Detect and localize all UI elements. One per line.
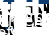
- Text: Theology: Theology: [15, 21, 49, 35]
- Bar: [31, 24, 40, 29]
- Bar: [29, 11, 31, 20]
- Text: Central Stairs
Levels 2-11: Central Stairs Levels 2-11: [0, 10, 49, 35]
- Bar: [31, 10, 40, 20]
- Text: Central
Lifts: Central Lifts: [0, 0, 49, 35]
- Bar: [31, 20, 37, 24]
- Text: IT Teaching
Room 1022: IT Teaching Room 1022: [0, 0, 49, 35]
- Bar: [13, 6, 40, 29]
- Text: Abstracts
Classics
Oriental
Theology
Philosophy: Abstracts Classics Oriental Theology Phi…: [15, 12, 49, 35]
- Bar: [18, 30, 25, 33]
- Bar: [39, 28, 40, 29]
- Bar: [9, 16, 13, 19]
- Bar: [17, 29, 18, 30]
- Text: Drinking Water: Drinking Water: [33, 10, 49, 35]
- Text: Main stairs
Levels 1-12: Main stairs Levels 1-12: [0, 0, 49, 35]
- Text: EXIT ✦: EXIT ✦: [0, 0, 49, 22]
- Bar: [15, 11, 29, 20]
- Text: Emergency
refuge point: Emergency refuge point: [0, 10, 49, 35]
- Text: Individual Study Spaces: Individual Study Spaces: [0, 7, 49, 35]
- Bar: [0, 0, 49, 4]
- Text: Silent Floor: Silent Floor: [37, 29, 49, 35]
- Bar: [37, 28, 47, 34]
- Text: Level 10: Level 10: [1, 0, 49, 35]
- Text: Main
Lifts: Main Lifts: [0, 0, 49, 35]
- Text: Individual study: Individual study: [37, 9, 49, 35]
- Text: Individual Study Spaces: Individual Study Spaces: [0, 0, 34, 35]
- Text: ♿: ♿: [27, 13, 49, 35]
- Text: ♂ ♀ ♿: ♂ ♀ ♿: [0, 0, 49, 35]
- Bar: [31, 31, 32, 32]
- Bar: [24, 5, 26, 6]
- Text: Emergency
refuge point: Emergency refuge point: [0, 14, 49, 35]
- Text: ✓: ✓: [27, 9, 49, 35]
- Text: ♿: ♿: [6, 17, 28, 35]
- Bar: [17, 28, 26, 33]
- Text: ✓: ✓: [27, 8, 49, 35]
- Text: Student PCs: Student PCs: [0, 0, 49, 28]
- Bar: [15, 21, 29, 28]
- Text: Silence: Silence: [37, 11, 49, 35]
- Text: Folios: Folios: [11, 0, 49, 35]
- Bar: [31, 32, 32, 33]
- Text: ⬛: ⬛: [4, 2, 22, 31]
- Text: Print, Scan, Copy: Print, Scan, Copy: [33, 11, 49, 35]
- Text: EXIT ✦: EXIT ✦: [0, 1, 49, 34]
